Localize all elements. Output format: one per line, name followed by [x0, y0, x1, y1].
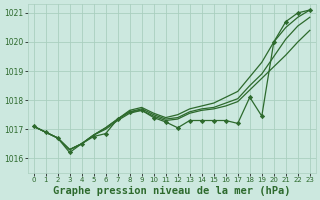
X-axis label: Graphe pression niveau de la mer (hPa): Graphe pression niveau de la mer (hPa): [53, 186, 291, 196]
